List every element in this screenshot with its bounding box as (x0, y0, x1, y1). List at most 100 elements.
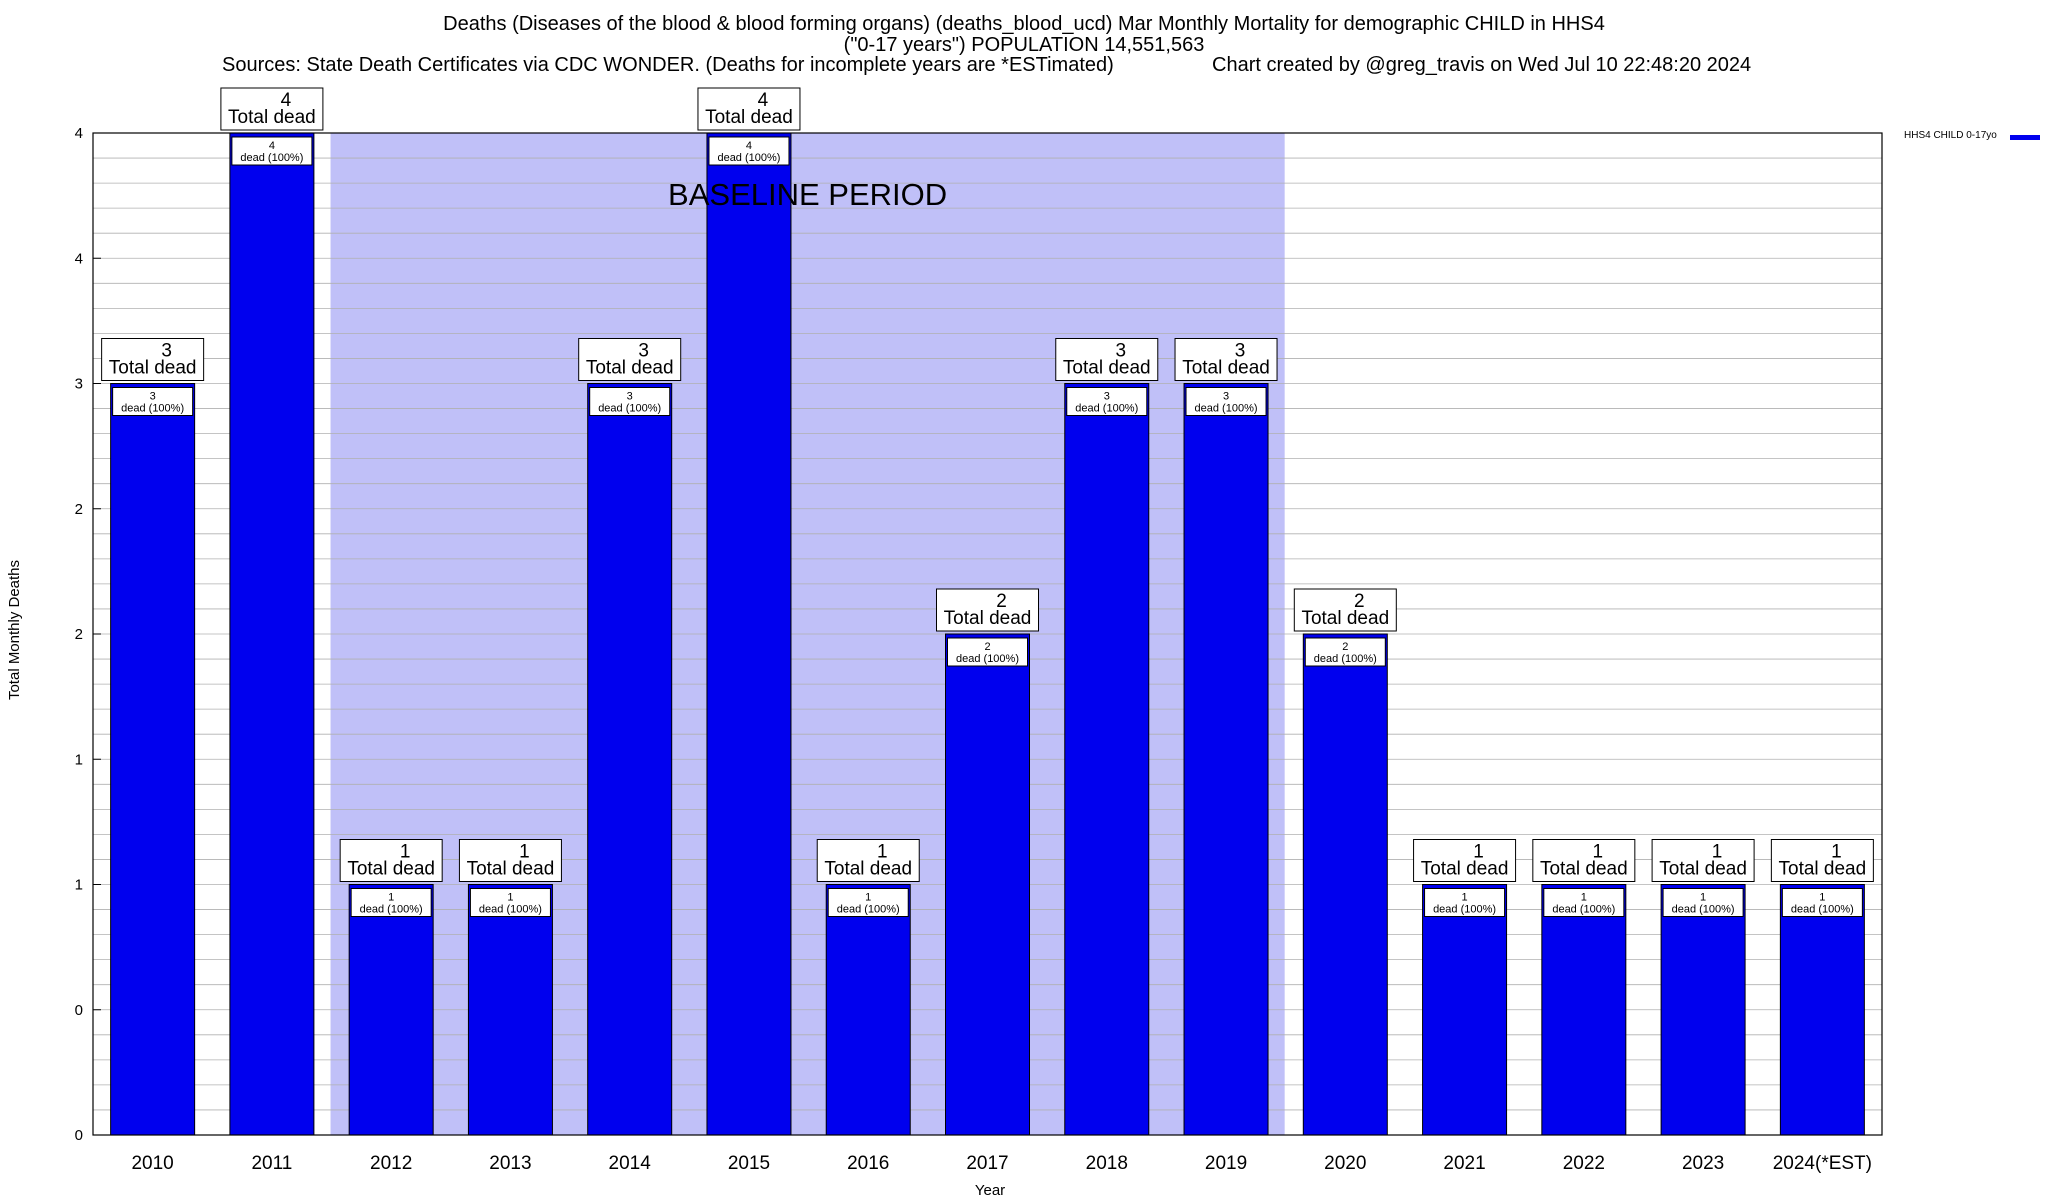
bar-total-label-box (1055, 338, 1159, 381)
y-tick-label: 2 (75, 626, 83, 643)
bar-total-value-label: 1 (1712, 842, 1723, 863)
bar-total-text-label: Total dead (1063, 358, 1151, 379)
bar (110, 383, 196, 1136)
bar-total-value-label: 2 (1354, 591, 1365, 612)
x-tick-label: 2016 (847, 1153, 889, 1174)
x-tick-label: 2018 (1086, 1153, 1128, 1174)
bar-total-value-label: 3 (1235, 341, 1246, 362)
bar-inner-percent-label: dead (100%) (717, 152, 780, 164)
y-tick-label: 1 (75, 751, 83, 768)
bar-total-label-box (1413, 839, 1517, 882)
bar-total-value-label: 3 (161, 341, 172, 362)
bar-total-value-label: 1 (877, 842, 888, 863)
bar (348, 884, 434, 1136)
bar-inner-label-box (1066, 387, 1148, 416)
bar-inner-label-box (231, 136, 313, 166)
bar-inner-label-box (1781, 888, 1863, 917)
bar-total-text-label: Total dead (109, 358, 197, 379)
bar-inner-percent-label: dead (100%) (837, 904, 900, 916)
bar-total-label-box (220, 87, 324, 131)
bar-inner-label-box (1662, 888, 1744, 917)
bar-total-text-label: Total dead (228, 107, 316, 128)
x-tick-label: 2014 (609, 1153, 652, 1174)
x-tick-label: 2021 (1443, 1153, 1485, 1174)
bar-total-label-box (697, 87, 801, 131)
bar-inner-value-label: 1 (1462, 892, 1468, 904)
sources-text: Sources: State Death Certificates via CD… (222, 54, 1114, 76)
bar-total-label-box (1174, 338, 1278, 381)
y-axis-label: Total Monthly Deaths (6, 559, 23, 701)
bar-total-label-box (816, 839, 920, 882)
plot-area-border (92, 132, 1883, 1136)
legend-swatch (2010, 135, 2040, 140)
bar-inner-value-label: 3 (1223, 391, 1229, 403)
chart-title-line-1: Deaths (Diseases of the blood & blood fo… (443, 13, 1605, 35)
bar-total-value-label: 4 (758, 90, 769, 111)
bar-total-text-label: Total dead (586, 358, 674, 379)
baseline-period-label: BASELINE PERIOD (668, 177, 947, 212)
bar-inner-label-box (708, 136, 790, 166)
bar-total-value-label: 1 (1593, 842, 1604, 863)
bar-total-value-label: 1 (519, 842, 530, 863)
bar-total-value-label: 1 (1831, 842, 1842, 863)
bar-inner-percent-label: dead (100%) (1791, 904, 1854, 916)
bar-inner-label-box (112, 387, 194, 416)
bar-inner-value-label: 3 (1104, 391, 1110, 403)
y-tick-label: 0 (75, 1127, 83, 1144)
bar-inner-label-box (350, 888, 432, 917)
bar-inner-value-label: 1 (1581, 892, 1587, 904)
bar-total-label-box (578, 338, 682, 381)
bar-total-label-box (1293, 588, 1397, 632)
bar-inner-percent-label: dead (100%) (1433, 904, 1496, 916)
bar-inner-label-box (469, 888, 551, 917)
legend-entry-label: HHS4 CHILD 0-17yo (1904, 130, 1997, 141)
x-tick-label: 2019 (1205, 1153, 1247, 1174)
bar-inner-label-box (1185, 387, 1267, 416)
bar-inner-percent-label: dead (100%) (360, 904, 423, 916)
bar (587, 383, 673, 1136)
bar-inner-value-label: 1 (507, 892, 513, 904)
bar (1779, 884, 1865, 1136)
bar-inner-percent-label: dead (100%) (1672, 904, 1735, 916)
bar-inner-value-label: 4 (746, 140, 752, 152)
bar-inner-value-label: 1 (1700, 892, 1706, 904)
bar-inner-value-label: 1 (1819, 892, 1825, 904)
bar-inner-label-box (1424, 888, 1506, 917)
x-tick-label: 2013 (489, 1153, 531, 1174)
bar (1541, 884, 1627, 1136)
bar-inner-percent-label: dead (100%) (598, 403, 661, 415)
x-axis-label: Year (974, 1182, 1006, 1199)
x-tick-label: 2024(*EST) (1773, 1153, 1872, 1174)
y-tick-label: 4 (75, 125, 83, 142)
bar-inner-value-label: 2 (1342, 641, 1348, 653)
bar-total-text-label: Total dead (1779, 859, 1867, 880)
y-tick-label: 3 (75, 376, 83, 393)
bar-total-value-label: 1 (400, 842, 411, 863)
bar-total-text-label: Total dead (1421, 859, 1509, 880)
bar-total-label-box (458, 839, 562, 882)
x-tick-label: 2017 (966, 1153, 1008, 1174)
bar-inner-label-box (589, 387, 671, 416)
bar-total-text-label: Total dead (1182, 358, 1270, 379)
bar-total-label-box (1532, 839, 1636, 882)
bar-inner-percent-label: dead (100%) (1075, 403, 1138, 415)
bar-total-text-label: Total dead (347, 859, 435, 880)
bar-inner-label-box (1304, 637, 1386, 667)
bar-inner-label-box (947, 637, 1028, 667)
bar-inner-value-label: 3 (150, 391, 156, 403)
bar-inner-value-label: 1 (388, 892, 394, 904)
x-tick-label: 2020 (1324, 1153, 1366, 1174)
bar-inner-value-label: 2 (984, 641, 990, 653)
x-tick-label: 2015 (728, 1153, 770, 1174)
y-tick-label: 0 (75, 1002, 83, 1019)
bar-total-label-box (1651, 839, 1755, 882)
bar-total-value-label: 1 (1473, 842, 1484, 863)
bar (1660, 884, 1746, 1136)
bar-total-label-box (339, 839, 443, 882)
bar (467, 884, 553, 1136)
bar-total-value-label: 2 (996, 591, 1007, 612)
bar (229, 132, 315, 1136)
bar (945, 633, 1030, 1136)
bar (1302, 633, 1388, 1136)
